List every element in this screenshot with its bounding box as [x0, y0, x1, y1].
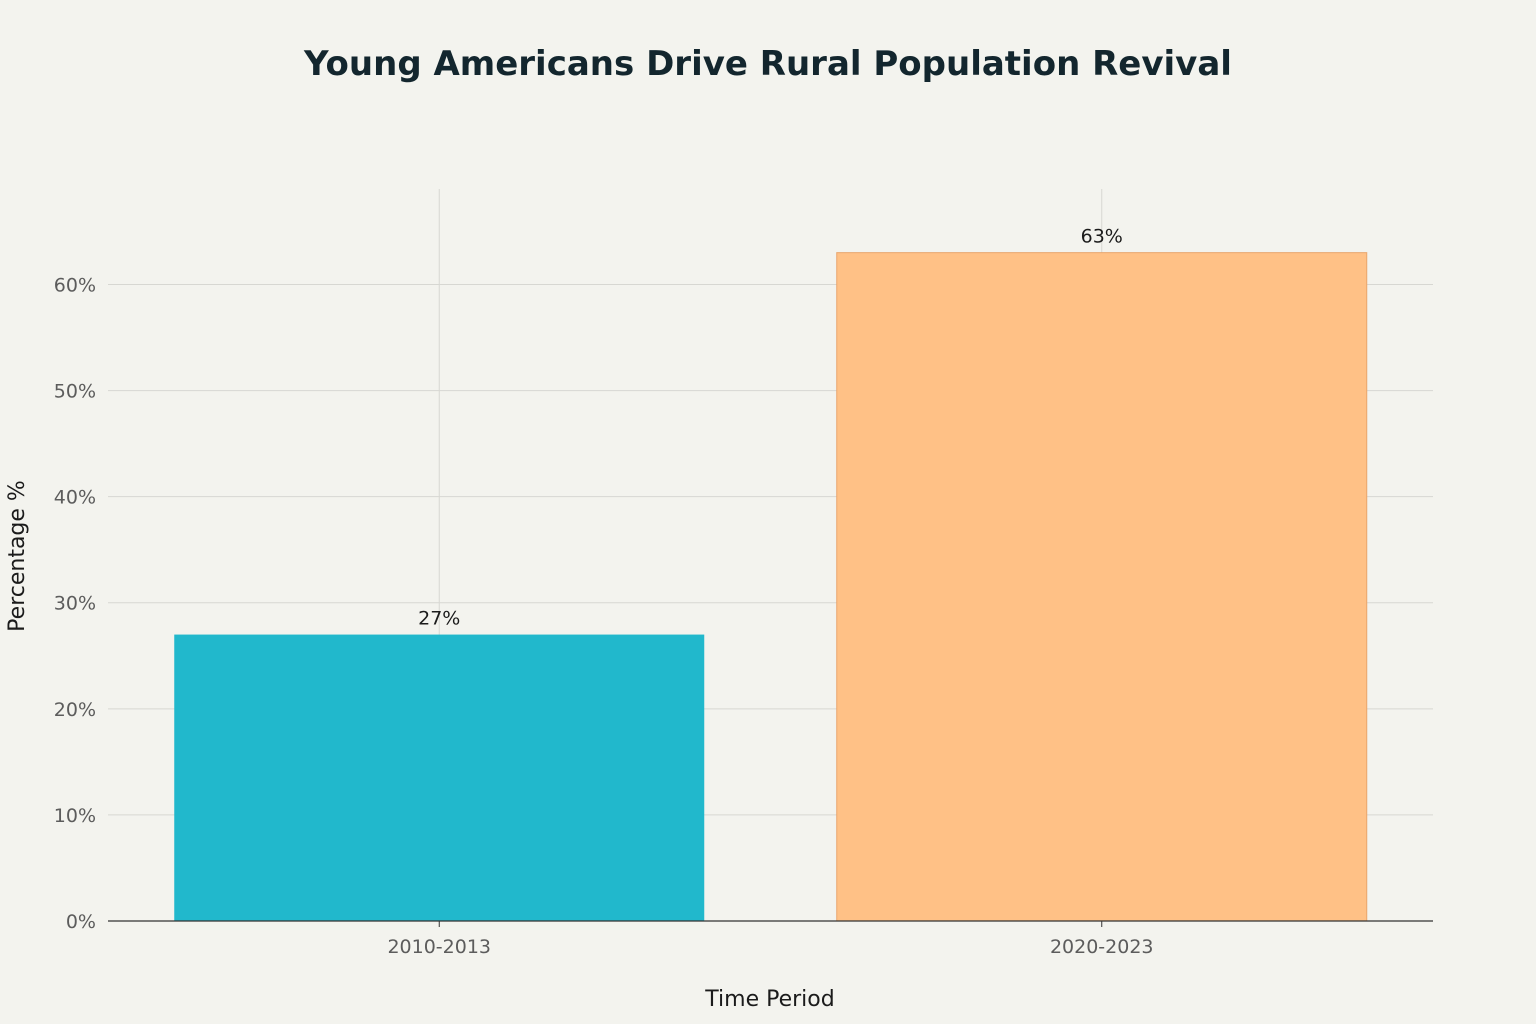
y-tick-label: 40%	[54, 487, 96, 509]
data-labels: 27% 63%	[418, 226, 1123, 630]
bar-2020-2023	[836, 252, 1368, 922]
bar-value-label: 27%	[418, 608, 460, 630]
chart-title: Young Americans Drive Rural Population R…	[303, 44, 1232, 84]
x-tick-label: 2010-2013	[387, 936, 491, 958]
y-tick-label: 60%	[54, 274, 96, 296]
y-axis-title: Percentage %	[5, 480, 30, 632]
y-tick-label: 50%	[54, 381, 96, 403]
y-tick-label: 0%	[66, 911, 96, 933]
y-tick-label: 20%	[54, 699, 96, 721]
x-tick-label: 2020-2023	[1050, 936, 1154, 958]
bar-2010-2013	[174, 634, 705, 921]
bar-value-label: 63%	[1081, 226, 1123, 248]
axes: 0% 10% 20% 30% 40% 50% 60% 2010-2013 2020-2023	[54, 274, 1433, 958]
bars	[174, 252, 1368, 922]
x-axis-title: Time Period	[704, 987, 834, 1012]
y-tick-label: 30%	[54, 593, 96, 615]
y-tick-label: 10%	[54, 805, 96, 827]
